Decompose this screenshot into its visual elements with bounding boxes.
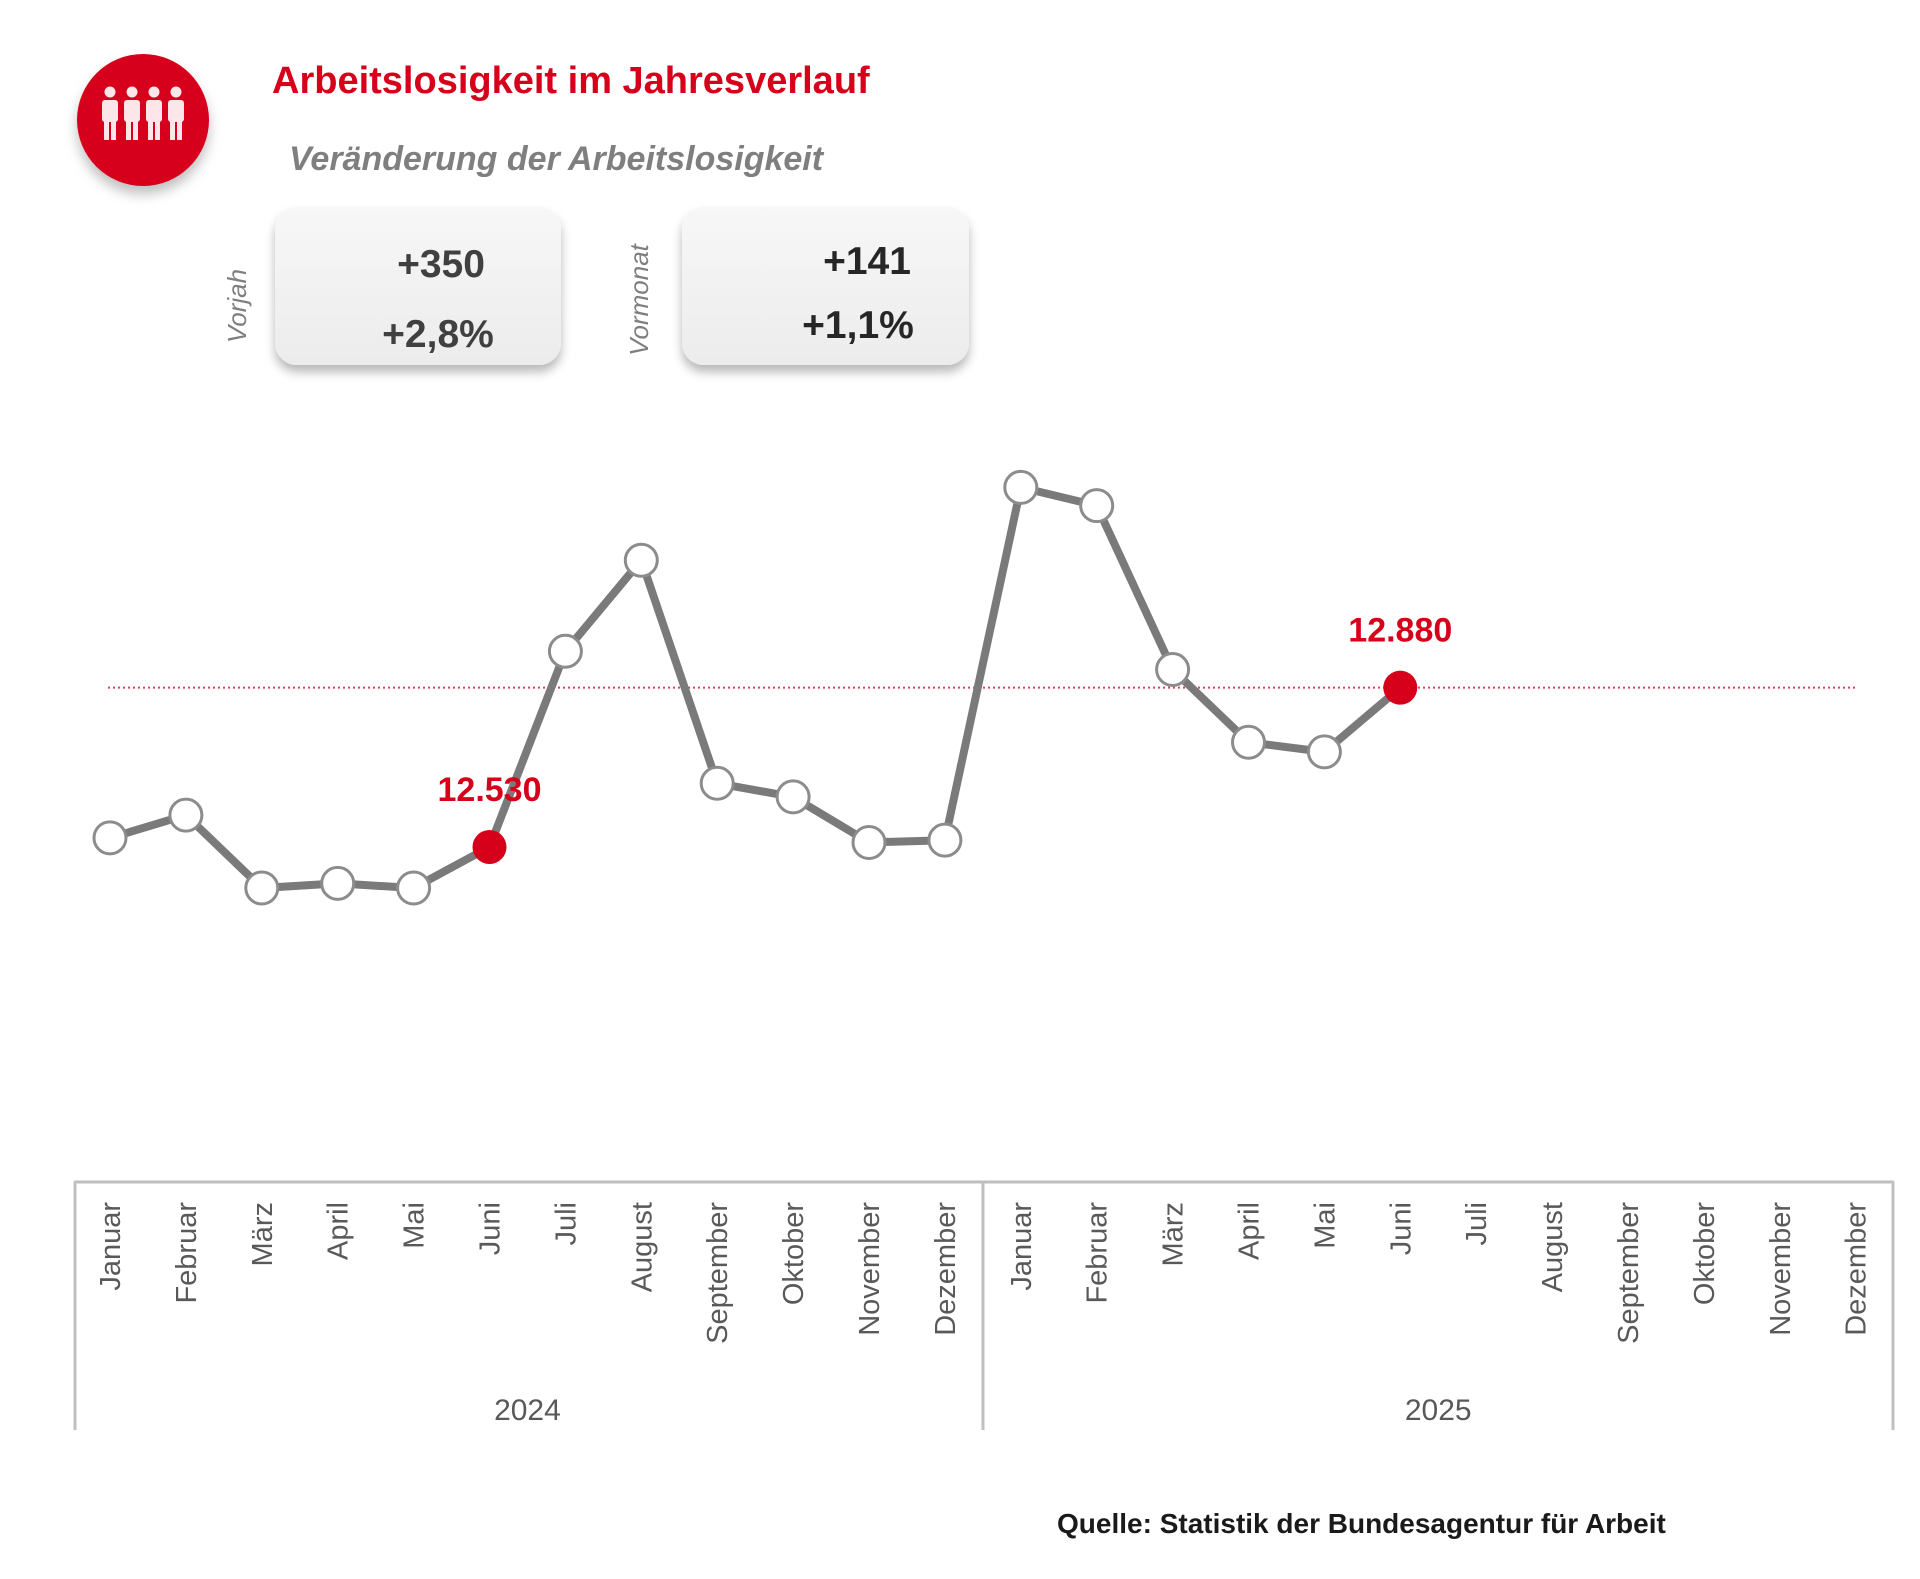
kpi-card-background [682, 207, 969, 365]
data-point [927, 822, 963, 858]
data-point [1231, 724, 1266, 760]
year-labels: 2024 2025 [494, 1394, 1472, 1427]
x-tick-label: Januar [95, 1202, 127, 1291]
x-tick-label: August [626, 1202, 658, 1292]
x-tick-label: September [1613, 1202, 1645, 1344]
plot-area: 12.530 12.880 [92, 469, 1855, 906]
data-labels: 12.530 12.880 [438, 612, 1453, 809]
x-tick-label: März [1158, 1202, 1190, 1266]
data-point [168, 797, 204, 833]
x-axis: Januar Februar März April Mai Juni Juli August S… [73, 1180, 1895, 1430]
data-point [851, 824, 887, 860]
x-tick-label: September [702, 1202, 734, 1344]
data-label: 12.880 [1348, 612, 1452, 650]
x-tick-label: August [1537, 1202, 1569, 1292]
x-tick-label: Oktober [778, 1202, 810, 1305]
kpi-percent: +1,1% [802, 304, 914, 347]
source-note: Quelle: Statistik der Bundesagentur für … [1057, 1508, 1666, 1539]
kpi-absolute: +350 [397, 243, 485, 286]
x-tick-label: Februar [1082, 1202, 1114, 1304]
x-tick-label: Juli [550, 1202, 582, 1246]
markers [92, 469, 1418, 906]
data-point [1003, 469, 1039, 505]
x-tick-label: März [247, 1202, 279, 1266]
kpi-label-vorjahr: Vorjah [222, 269, 252, 343]
x-tick-label: Dezember [930, 1202, 962, 1336]
data-point [547, 633, 583, 669]
month-labels: Januar Februar März April Mai Juni Juli August S… [95, 1202, 1873, 1344]
logo-circle [77, 54, 209, 186]
x-group-label: 2025 [1405, 1394, 1472, 1427]
x-tick-label: Juni [475, 1202, 507, 1255]
data-point [699, 765, 735, 801]
x-tick-label: Dezember [1841, 1202, 1873, 1336]
x-group-label: 2024 [494, 1394, 561, 1427]
highlight-point [472, 830, 507, 864]
x-tick-label: Oktober [1689, 1202, 1721, 1305]
chart-title: Arbeitslosigkeit im Jahresverlauf [272, 60, 870, 102]
people-group-icon [102, 86, 184, 140]
data-point [396, 870, 432, 906]
x-tick-label: Juli [1461, 1202, 1493, 1246]
x-tick-label: Mai [399, 1202, 431, 1249]
data-point [1306, 734, 1342, 770]
data-point [320, 865, 356, 901]
x-tick-label: Februar [171, 1202, 203, 1304]
x-tick-label: November [854, 1202, 886, 1336]
data-point [623, 542, 659, 578]
kpi-card-vormonat: +141 +1,1% [682, 207, 969, 365]
x-tick-label: November [1765, 1202, 1797, 1336]
kpi-label-vormonat: Vormonat [624, 242, 654, 356]
x-tick-label: Juni [1385, 1202, 1417, 1255]
x-tick-label: Januar [1006, 1202, 1038, 1291]
x-tick-label: April [323, 1202, 355, 1260]
kpi-card-background [275, 207, 561, 365]
kpi-percent: +2,8% [382, 313, 494, 356]
data-label: 12.530 [438, 771, 542, 809]
data-point [1155, 651, 1191, 687]
x-tick-label: April [1234, 1202, 1266, 1260]
kpi-absolute: +141 [823, 240, 911, 283]
data-point [775, 779, 811, 815]
chart-subtitle: Veränderung der Arbeitslosigkeit [289, 140, 825, 178]
highlight-point [1383, 670, 1418, 705]
data-point [92, 820, 128, 856]
kpi-card-vorjahr: +350 +2,8% [275, 207, 561, 365]
data-point [1079, 488, 1115, 524]
data-point [244, 870, 280, 906]
x-tick-label: Mai [1309, 1202, 1341, 1249]
logo [77, 54, 209, 186]
